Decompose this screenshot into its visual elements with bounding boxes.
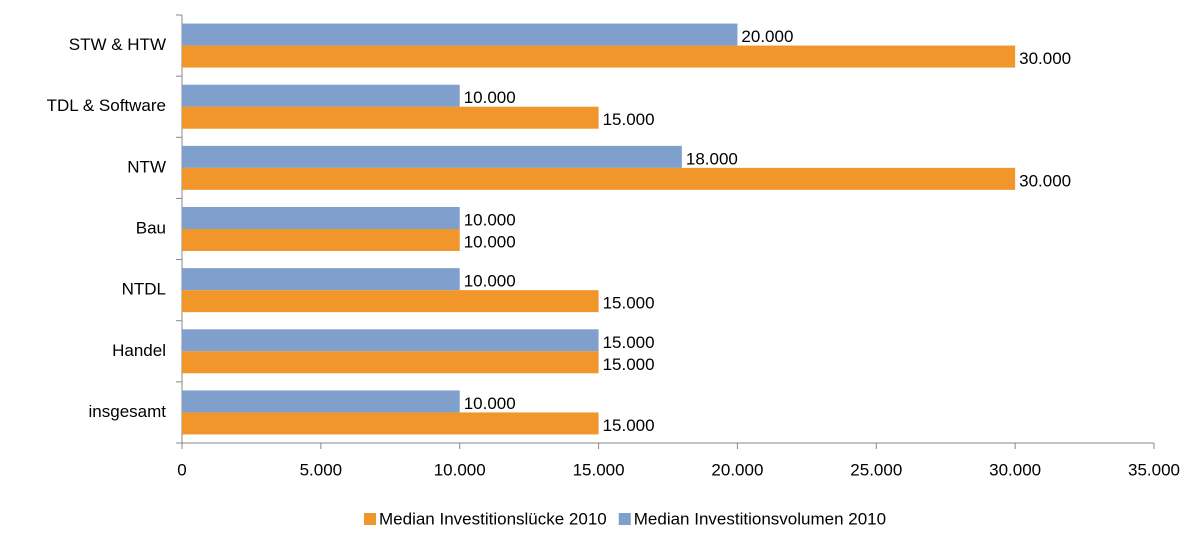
value-label: 10.000 [464, 394, 516, 413]
value-label: 15.000 [603, 294, 655, 313]
legend-label: Median Investitionsvolumen 2010 [634, 509, 886, 528]
x-tick-label: 30.000 [989, 460, 1041, 479]
x-tick-label: 20.000 [711, 460, 763, 479]
x-tick-label: 0 [177, 460, 186, 479]
value-label: 30.000 [1019, 171, 1071, 190]
bar [182, 329, 599, 352]
y-tick-label: STW & HTW [69, 35, 166, 54]
value-label: 10.000 [464, 210, 516, 229]
value-label: 30.000 [1019, 49, 1071, 68]
value-label: 20.000 [741, 27, 793, 46]
y-tick-label: TDL & Software [47, 96, 166, 115]
legend-swatch [618, 513, 631, 525]
x-tick-label: 5.000 [300, 460, 343, 479]
y-tick-label: NTDL [122, 280, 166, 299]
bar [182, 412, 599, 435]
x-tick-label: 25.000 [850, 460, 902, 479]
value-label: 10.000 [464, 232, 516, 251]
bar [182, 23, 738, 46]
bar [182, 390, 460, 413]
value-label: 15.000 [603, 110, 655, 129]
y-tick-label: insgesamt [89, 402, 167, 421]
x-tick-label: 15.000 [573, 460, 625, 479]
value-label: 15.000 [603, 355, 655, 374]
y-tick-label: NTW [127, 157, 166, 176]
x-tick-label: 10.000 [434, 460, 486, 479]
bar [182, 207, 460, 229]
y-tick-label: Bau [136, 218, 166, 237]
value-label: 10.000 [464, 272, 516, 291]
bar [182, 84, 460, 107]
value-label: 15.000 [603, 333, 655, 352]
bar [182, 351, 599, 374]
bar [182, 45, 1016, 68]
value-label: 18.000 [686, 149, 738, 168]
y-tick-label: Handel [112, 341, 166, 360]
bar [182, 106, 599, 129]
legend-swatch [364, 513, 376, 525]
bar [182, 145, 682, 168]
x-tick-label: 35.000 [1128, 460, 1180, 479]
bar [182, 167, 1016, 190]
bar [182, 290, 599, 313]
bar [182, 268, 460, 291]
bar [182, 229, 460, 251]
legend-label: Median Investitionslücke 2010 [379, 509, 607, 528]
value-label: 10.000 [464, 88, 516, 107]
value-label: 15.000 [603, 416, 655, 435]
